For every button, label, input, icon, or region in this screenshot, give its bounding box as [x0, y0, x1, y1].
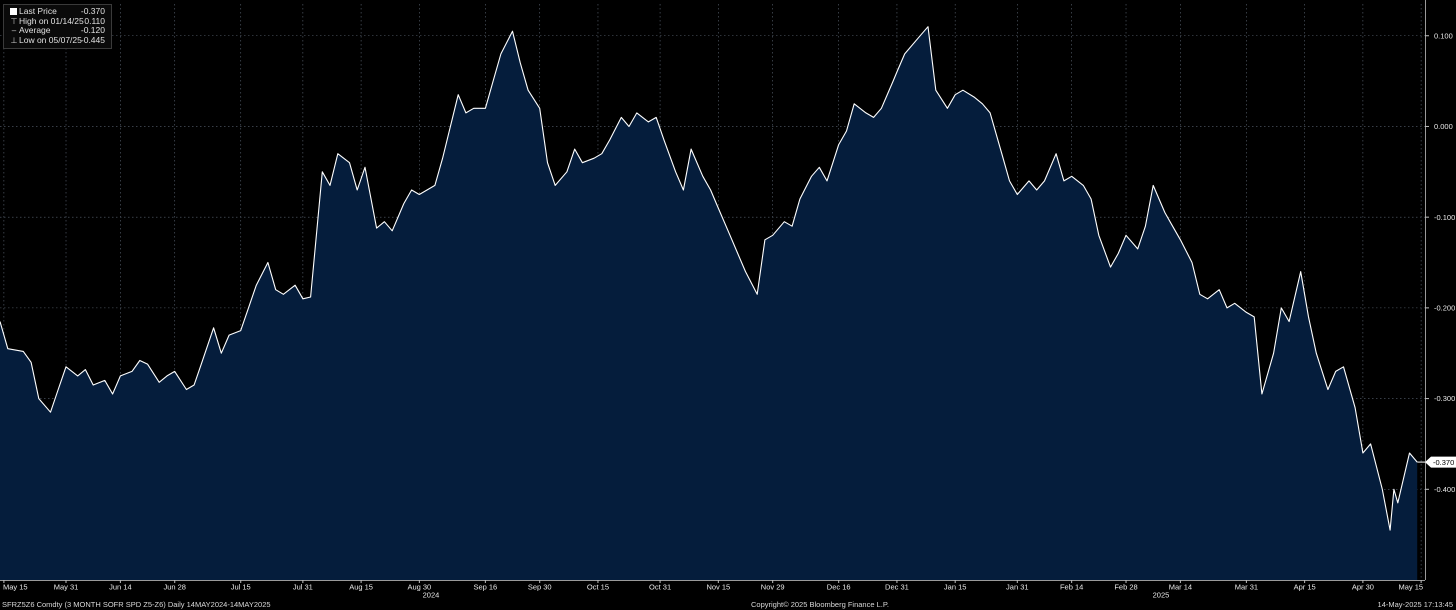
- legend-last-value: -0.370: [80, 6, 105, 16]
- x-tick-label: Jul 15: [231, 583, 251, 592]
- x-tick-label: Apr 15: [1294, 583, 1316, 592]
- x-tick-label: Jul 31: [293, 583, 313, 592]
- average-marker-icon: –: [11, 26, 17, 35]
- legend-swatch: [10, 8, 17, 16]
- price-line: [0, 26, 1418, 531]
- y-tick-label: 0.100: [1434, 31, 1453, 40]
- timestamp: 14-May-2025 17:13:45: [1377, 600, 1453, 609]
- x-tick-label: Mar 31: [1235, 583, 1258, 592]
- year-label: 2025: [1153, 591, 1170, 600]
- x-tick-label: Jun 28: [163, 583, 186, 592]
- high-marker-icon: ⊤: [10, 16, 18, 26]
- legend-last-label: Last Price: [19, 6, 57, 16]
- x-tick-label: Jan 31: [1006, 583, 1029, 592]
- chart-legend: Last Price -0.370 ⊤ High on 01/14/25 0.1…: [3, 4, 112, 49]
- legend-low-label: Low on 05/07/25: [19, 34, 82, 45]
- x-tick-label: Sep 16: [473, 583, 497, 592]
- security-description: SFRZ5Z6 Comdty (3 MONTH SOFR SPD Z5-Z6) …: [2, 600, 271, 609]
- x-tick-label: Feb 28: [1114, 583, 1137, 592]
- legend-low-value: -0.445: [80, 34, 105, 45]
- y-tick-label: -0.200: [1434, 303, 1455, 312]
- legend-high-label: High on 01/14/25: [19, 15, 84, 26]
- legend-high-value: 0.110: [84, 15, 105, 26]
- x-tick-label: Dec 16: [827, 583, 851, 592]
- x-tick-label: Oct 15: [587, 583, 609, 592]
- legend-average: – Average -0.120: [9, 25, 105, 36]
- x-tick-label: Oct 31: [649, 583, 671, 592]
- legend-average-label: Average: [19, 25, 51, 35]
- y-tick-label: 0.000: [1434, 122, 1453, 131]
- x-tick-label: Nov 15: [706, 583, 730, 592]
- x-tick-label: Feb 14: [1060, 583, 1083, 592]
- last-price-label: -0.370: [1433, 458, 1454, 467]
- price-area: [0, 26, 1418, 580]
- x-tick-label: Aug 30: [407, 583, 431, 592]
- x-tick-label: Sep 30: [528, 583, 552, 592]
- y-tick-label: -0.300: [1434, 394, 1455, 403]
- x-tick-label: Apr 30: [1352, 583, 1374, 592]
- y-tick-label: -0.400: [1434, 485, 1455, 494]
- y-tick-label: -0.100: [1434, 213, 1455, 222]
- legend-low: ⊥ Low on 05/07/25 -0.445: [9, 34, 105, 46]
- x-tick-label: Aug 15: [349, 583, 373, 592]
- x-tick-label: Jun 14: [109, 583, 132, 592]
- x-tick-label: May 31: [54, 583, 79, 592]
- x-tick-label: May 15: [3, 583, 28, 592]
- last-price-tag: [1425, 456, 1456, 468]
- year-label: 2024: [423, 591, 440, 600]
- x-tick-label: Dec 31: [885, 583, 909, 592]
- x-tick-label: Jan 15: [944, 583, 967, 592]
- low-marker-icon: ⊥: [10, 35, 18, 45]
- x-tick-label: Nov 29: [761, 583, 785, 592]
- x-tick-label: Mar 14: [1169, 583, 1192, 592]
- legend-high: ⊤ High on 01/14/25 0.110: [9, 15, 105, 27]
- footer-bar: SFRZ5Z6 Comdty (3 MONTH SOFR SPD Z5-Z6) …: [0, 600, 1456, 610]
- copyright-text: Copyright© 2025 Bloomberg Finance L.P.: [751, 600, 889, 609]
- legend-last-price: Last Price -0.370: [9, 6, 105, 17]
- x-tick-label: May 15: [1399, 583, 1424, 592]
- legend-average-value: -0.120: [80, 25, 105, 35]
